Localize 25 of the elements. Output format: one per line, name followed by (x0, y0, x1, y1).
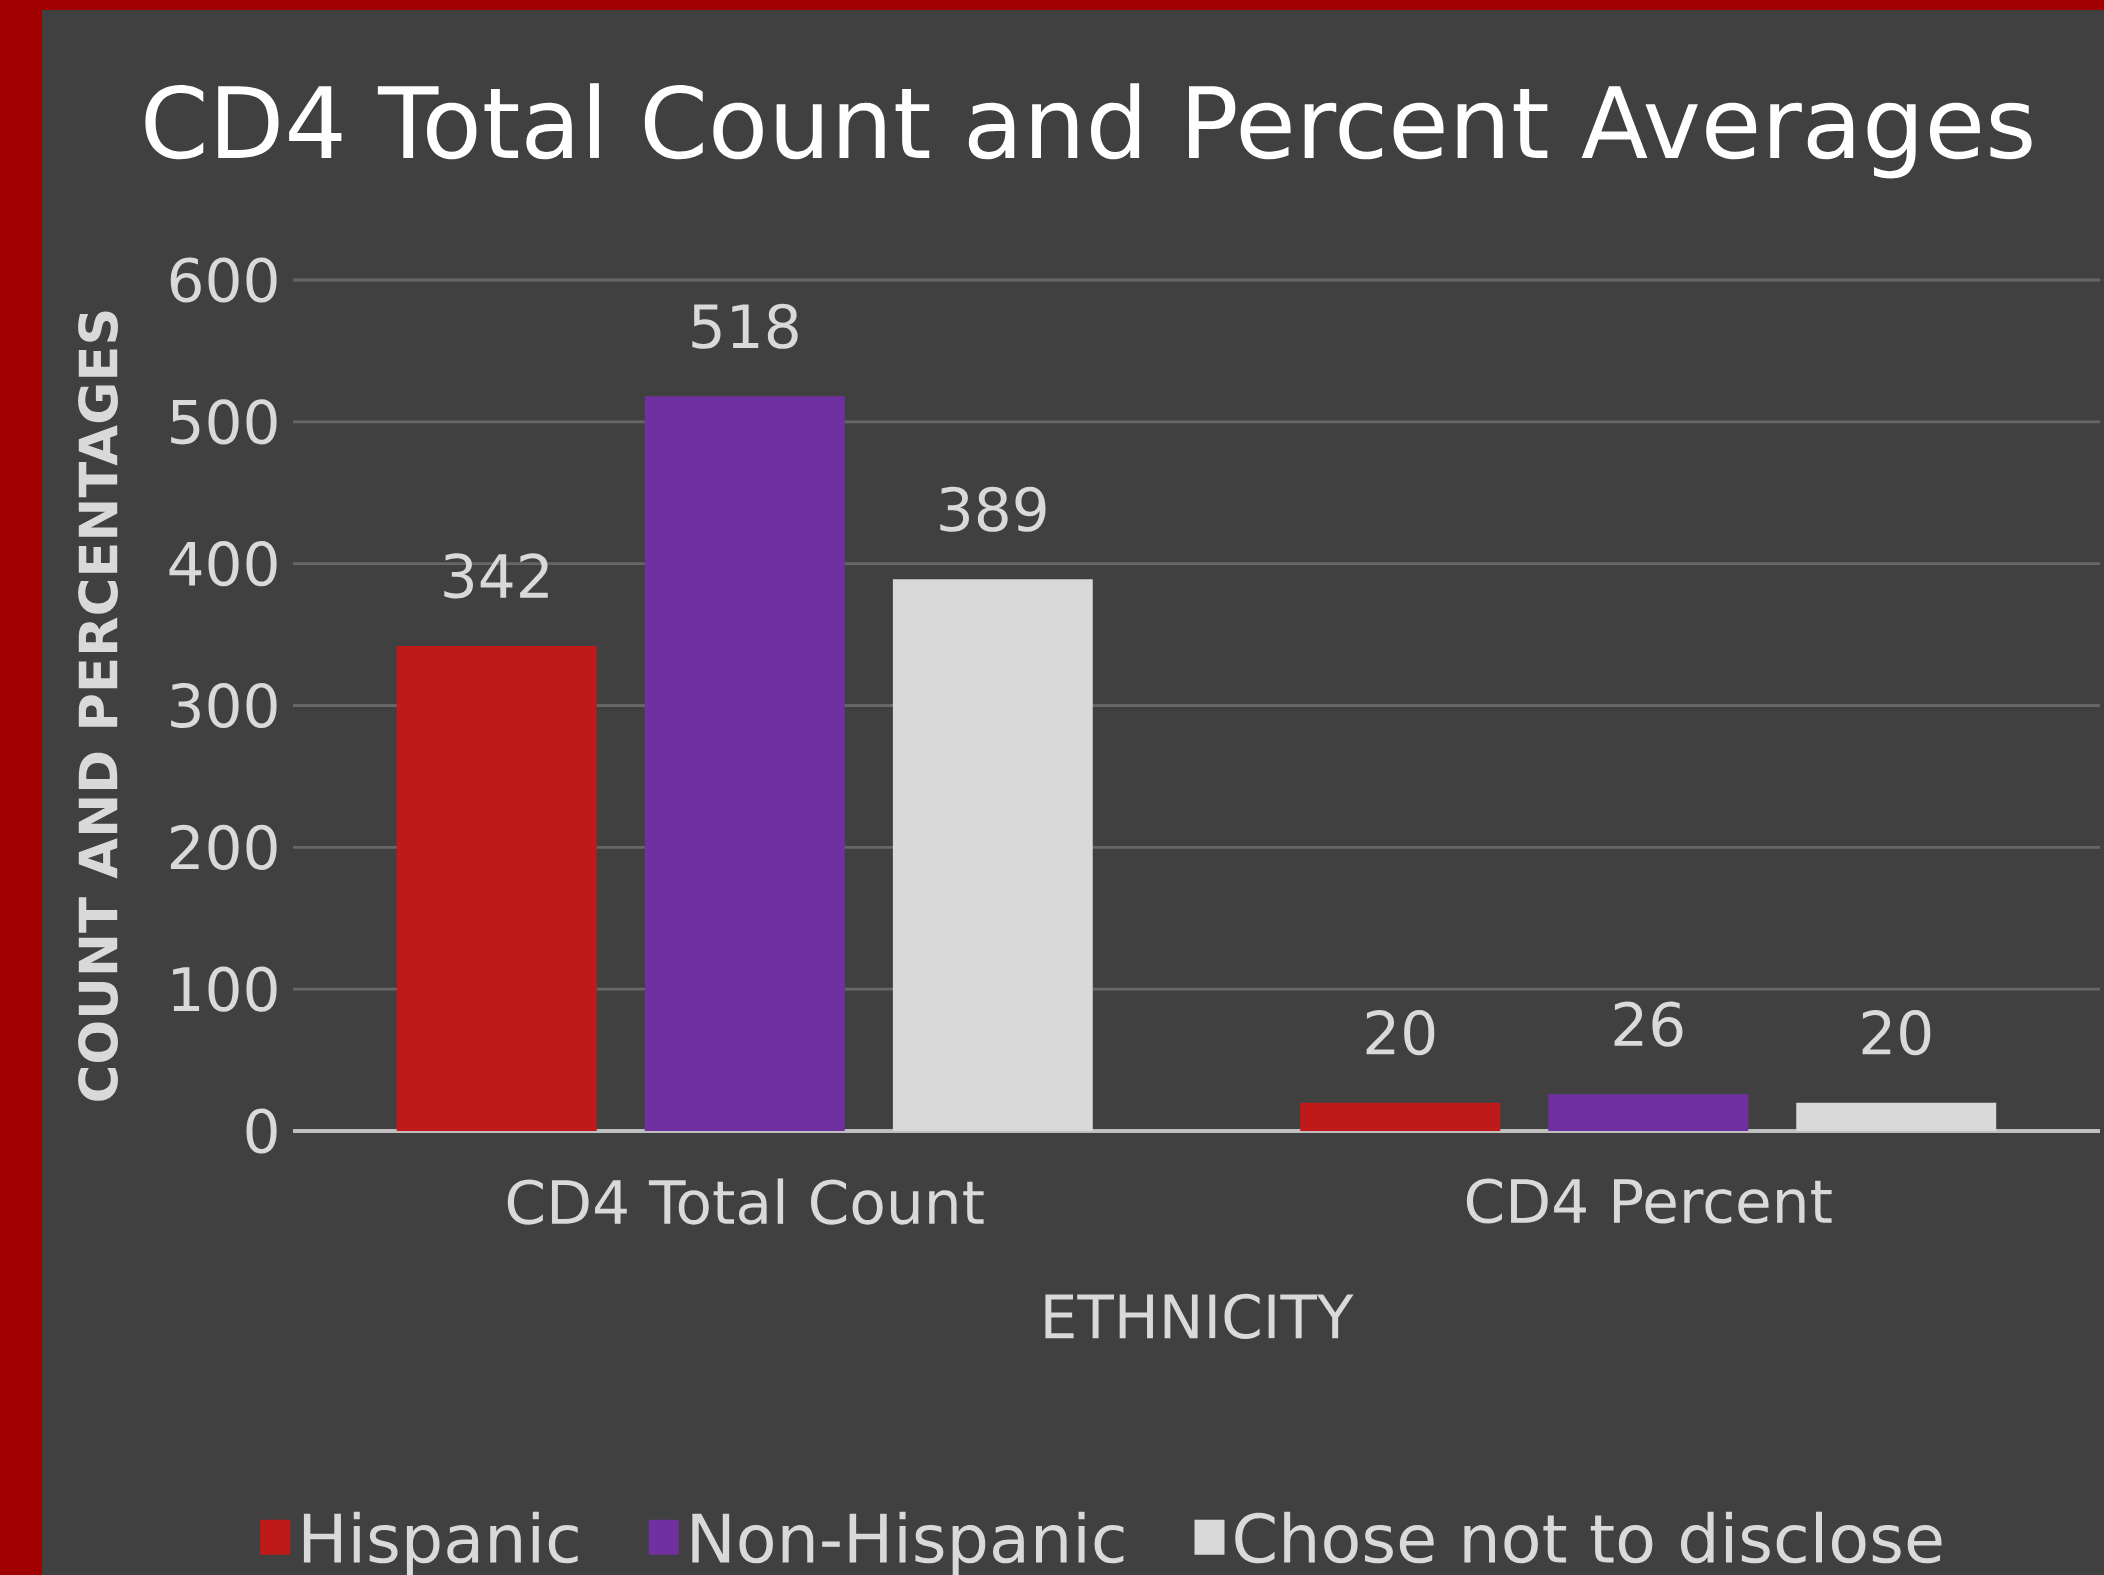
bar (892, 579, 1093, 1131)
y-tick-label: 500 (171, 399, 277, 445)
data-label: 342 (444, 553, 548, 599)
bar (1300, 1102, 1501, 1131)
data-label: 20 (1862, 1010, 1931, 1056)
y-tick-label: 600 (170, 257, 277, 303)
bar (1796, 1102, 1997, 1131)
data-label: 20 (1366, 1010, 1435, 1056)
x-axis-title: ETHNICITY (1045, 1293, 1354, 1339)
data-label: 518 (692, 303, 798, 349)
bar (644, 396, 845, 1131)
chart-title: CD4 Total Count and Percent Averages (145, 83, 2032, 179)
data-label: 26 (1614, 1001, 1683, 1047)
y-tick-label: 300 (171, 682, 277, 729)
y-tick-label: 200 (170, 824, 277, 870)
legend-label: Chose not to disclose (1235, 1511, 1942, 1564)
bar (1548, 1094, 1749, 1131)
x-tick-label: CD4 Percent (1466, 1178, 1832, 1224)
data-label: 389 (940, 486, 1046, 532)
y-tick-label: 0 (246, 1108, 277, 1154)
y-axis-title: COUNT AND PERCENTAGES (78, 311, 118, 1101)
bar (396, 645, 597, 1131)
x-tick-label: CD4 Total Count (507, 1178, 984, 1225)
y-tick-label: 400 (169, 541, 277, 587)
y-tick-label: 100 (173, 966, 277, 1012)
